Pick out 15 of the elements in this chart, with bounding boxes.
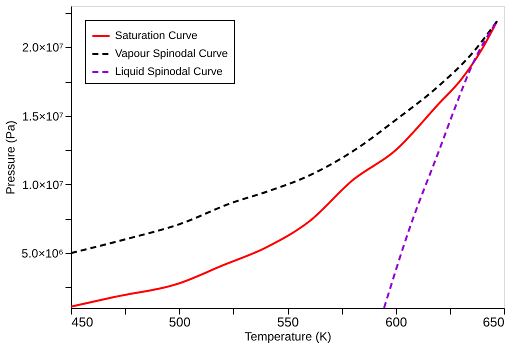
x-tick-label: 450: [72, 314, 94, 330]
y-tick-label: 1.0×10⁷: [22, 178, 64, 192]
legend-label: Liquid Spinodal Curve: [115, 66, 223, 78]
x-tick-label: 650: [482, 314, 504, 330]
x-tick-label: 600: [385, 314, 408, 330]
y-axis-title: Pressure (Pa): [4, 120, 18, 195]
x-tick-label: 500: [168, 314, 191, 330]
legend-label: Saturation Curve: [115, 30, 198, 42]
x-tick-label: 550: [277, 314, 299, 330]
y-tick-label: 5.0×10⁶: [22, 246, 64, 261]
y-tick-label: 2.0×10⁷: [22, 40, 64, 55]
y-tick-label: 1.5×10⁷: [22, 109, 64, 124]
x-axis-title: Temperature (K): [244, 330, 332, 344]
legend-label: Vapour Spinodal Curve: [115, 48, 228, 60]
line-series: [70, 20, 498, 308]
